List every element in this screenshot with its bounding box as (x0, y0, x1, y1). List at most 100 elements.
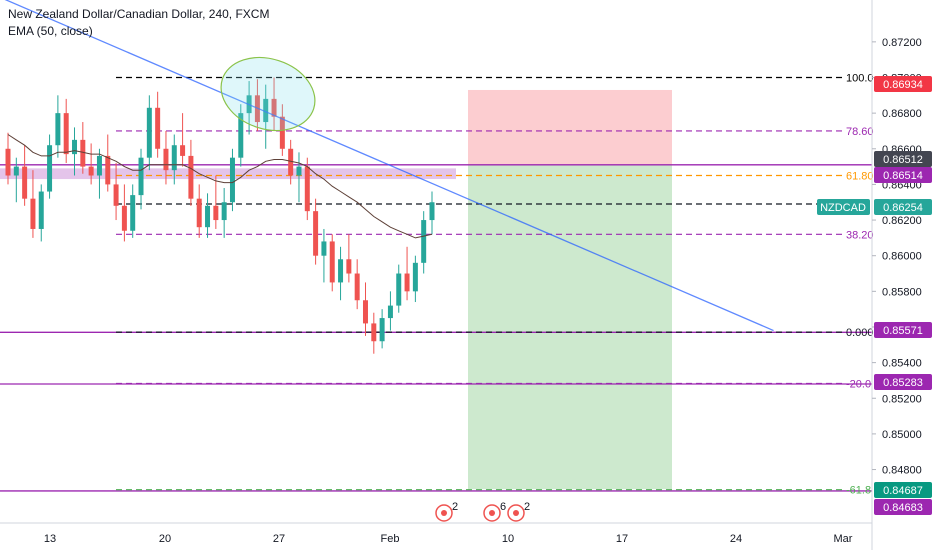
candle-body (13, 166, 19, 176)
time-axis-label: 17 (616, 533, 628, 545)
candle-body (412, 262, 418, 292)
candle-body (5, 148, 11, 176)
fib-level-label: 100.0 (846, 72, 874, 84)
candle-body (113, 184, 119, 206)
time-axis-label: 27 (273, 533, 285, 545)
price-tag-label: 0.85571 (883, 325, 923, 337)
price-tag-label: 0.86512 (883, 154, 923, 166)
candle-body (304, 166, 310, 212)
candle-body (354, 273, 360, 301)
candle-body (362, 300, 368, 324)
price-tick-label: 0.87200 (882, 37, 922, 49)
time-axis-label: 13 (44, 533, 56, 545)
trendline (4, 0, 774, 332)
ema-line (7, 134, 433, 239)
price-tag (874, 151, 932, 167)
candle-body (371, 323, 377, 342)
fib-level-label: -61.8 (846, 485, 871, 497)
candle-body (121, 205, 127, 231)
take-profit-zone (468, 164, 672, 490)
symbol-tag (817, 199, 870, 215)
candle-body (47, 145, 53, 192)
candle-body (238, 113, 244, 158)
candle-body (263, 98, 269, 123)
candle-body (146, 107, 152, 158)
price-tag (874, 482, 932, 498)
candle-body (387, 305, 393, 319)
candle-body (396, 273, 402, 306)
stop-loss-zone (468, 89, 672, 165)
price-tag (874, 374, 932, 390)
price-tag-label: 0.84683 (883, 502, 923, 514)
event-count: 2 (452, 501, 458, 513)
time-axis-label: 10 (502, 533, 514, 545)
candle-body (38, 191, 44, 229)
fib-level-label: 0.000 (846, 327, 874, 339)
candle-body (221, 202, 227, 221)
price-tag (874, 167, 932, 183)
candle-body (188, 155, 194, 199)
price-tag-label: 0.84687 (883, 485, 923, 497)
fib-level-label: 78.60 (846, 126, 874, 138)
candle-body (346, 259, 352, 274)
price-tag (874, 499, 932, 515)
candle-body (313, 211, 319, 256)
candle-body (130, 195, 136, 231)
fib-level-label: 61.80 (846, 171, 874, 183)
event-count: 6 (500, 501, 506, 513)
candle-body (271, 98, 277, 117)
candle-body (63, 113, 69, 155)
candle-body (96, 155, 102, 176)
candle-body (213, 205, 219, 221)
price-tag-label: 0.86514 (883, 170, 923, 182)
candle-body (155, 107, 161, 149)
price-tag-label: 0.86254 (883, 202, 923, 214)
time-axis-label: Feb (381, 533, 400, 545)
price-tag (874, 199, 932, 215)
candle-body (105, 155, 111, 185)
candle-body (329, 241, 335, 283)
chart-legend: New Zealand Dollar/Canadian Dollar, 240,… (8, 6, 269, 40)
price-tag (874, 76, 932, 92)
time-axis-label: 20 (159, 533, 171, 545)
price-tag (874, 322, 932, 338)
resistance-zone (0, 168, 456, 180)
price-tick-label: 0.85400 (882, 358, 922, 370)
price-tag-label: 0.85283 (883, 377, 923, 389)
candle-body (404, 273, 410, 292)
symbol-title: New Zealand Dollar/Canadian Dollar, 240,… (8, 7, 270, 21)
candle-body (321, 241, 327, 256)
candle-body (379, 318, 385, 342)
candle-body (88, 166, 94, 176)
fib-level-label: -20.0 (846, 378, 871, 390)
candle-body (55, 113, 61, 146)
candle-body (138, 157, 144, 196)
event-marker-flag (441, 510, 447, 516)
price-tick-label: 0.85000 (882, 429, 922, 441)
candle-body (229, 157, 235, 203)
candle-body (288, 148, 294, 176)
symbol-tag-label: NZDCAD (820, 202, 866, 214)
event-marker-flag (513, 510, 519, 516)
highlight-ellipse (220, 56, 316, 132)
candle-body (338, 259, 344, 283)
candle-body (296, 166, 302, 176)
event-marker-flag (489, 510, 495, 516)
price-tick-label: 0.85800 (882, 286, 922, 298)
price-tick-label: 0.86800 (882, 108, 922, 120)
fib-level-label: 38.20 (846, 229, 874, 241)
candle-body (429, 202, 435, 221)
price-tick-label: 0.86000 (882, 251, 922, 263)
time-axis-label: 24 (730, 533, 742, 545)
candle-body (196, 198, 202, 228)
price-tick-label: 0.86200 (882, 215, 922, 227)
time-axis-label: Mar (834, 533, 853, 545)
event-count: 2 (524, 501, 530, 513)
price-tag-label: 0.86934 (883, 79, 923, 91)
candle-body (180, 145, 186, 156)
candle-body (279, 116, 285, 149)
candle-body (205, 205, 211, 228)
price-tick-label: 0.84800 (882, 465, 922, 477)
